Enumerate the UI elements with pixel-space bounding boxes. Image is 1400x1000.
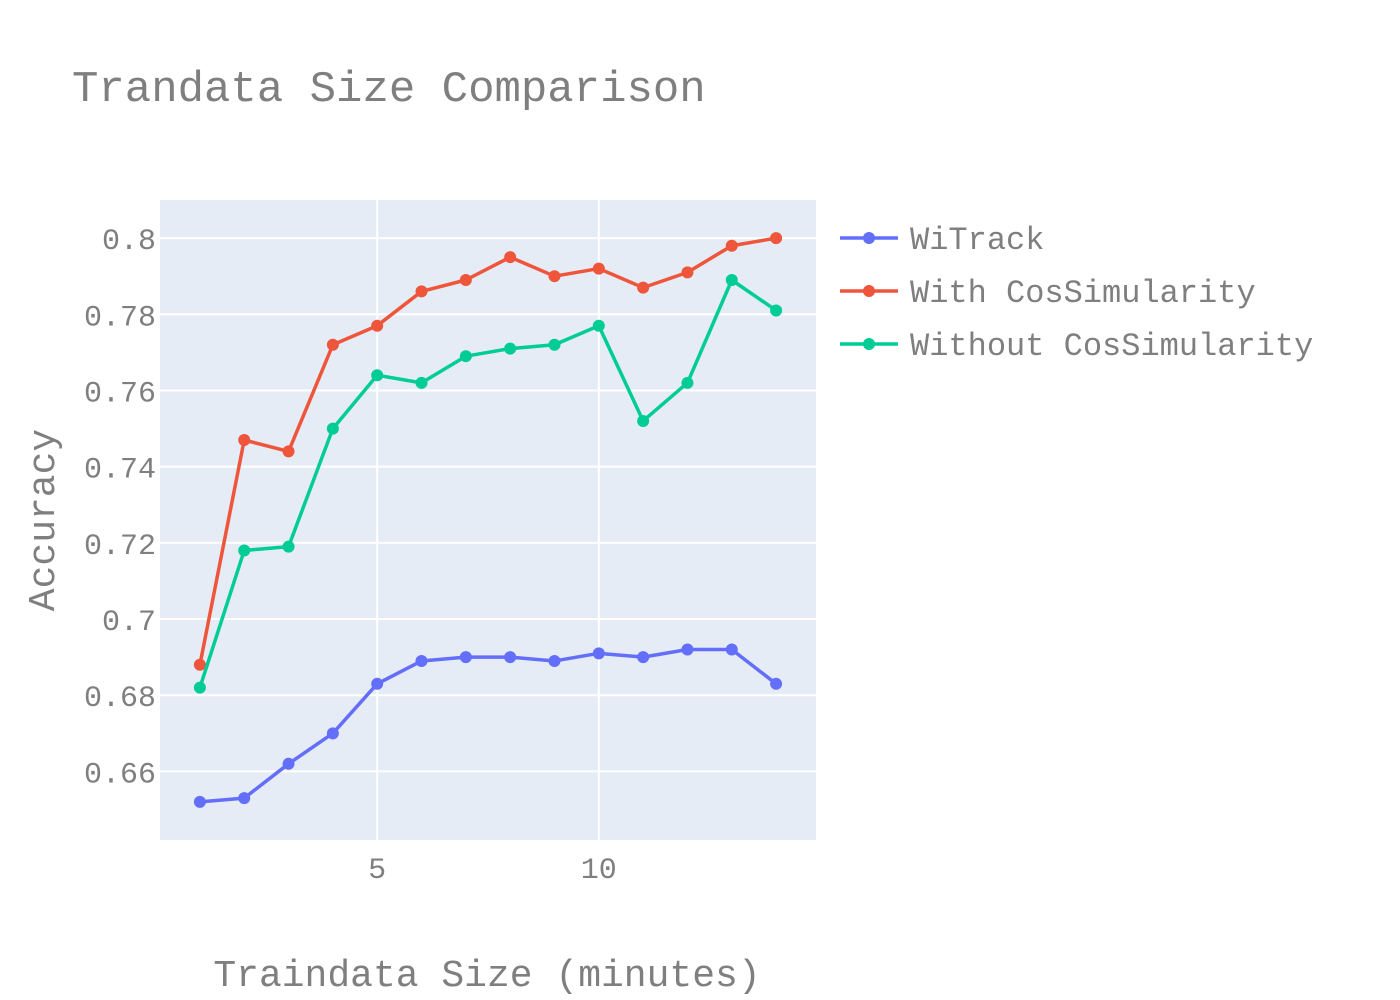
data-point — [770, 677, 783, 690]
series-0 — [193, 643, 783, 808]
legend-swatch-marker — [863, 338, 875, 350]
data-point — [770, 232, 783, 245]
data-point — [504, 251, 517, 264]
data-point — [415, 376, 428, 389]
data-point — [592, 319, 605, 332]
data-point — [459, 651, 472, 664]
data-point — [681, 376, 694, 389]
data-point — [193, 681, 206, 694]
x-axis-ticks: 5 10 — [368, 854, 617, 888]
y-axis-ticks: 0.66 0.68 0.7 0.72 0.74 0.76 0.78 0.8 — [84, 225, 156, 792]
data-point — [548, 270, 561, 283]
y-tick-label: 0.74 — [84, 454, 156, 488]
data-point — [637, 651, 650, 664]
data-point — [592, 262, 605, 275]
data-point — [637, 281, 650, 294]
data-point — [592, 647, 605, 660]
data-point — [504, 651, 517, 664]
data-point — [637, 414, 650, 427]
plot-area — [160, 200, 816, 840]
legend-label: WiTrack — [910, 222, 1044, 259]
legend-swatch-marker — [863, 285, 875, 297]
y-tick-label: 0.78 — [84, 301, 156, 335]
data-point — [415, 654, 428, 667]
series-line — [199, 647, 778, 804]
data-point — [770, 304, 783, 317]
data-point — [681, 266, 694, 279]
y-tick-label: 0.66 — [84, 758, 156, 792]
data-point — [371, 319, 384, 332]
data-point — [371, 677, 384, 690]
data-point — [681, 643, 694, 656]
x-tick-label: 5 — [368, 854, 386, 888]
legend-label: Without CosSimularity — [910, 328, 1313, 365]
data-point — [282, 445, 295, 458]
gridlines — [160, 200, 816, 840]
x-axis-label: Traindata Size (minutes) — [213, 955, 760, 998]
data-point — [459, 274, 472, 286]
series-2 — [193, 274, 783, 694]
y-tick-label: 0.7 — [102, 606, 156, 640]
data-point — [725, 643, 738, 656]
legend[interactable]: WiTrack With CosSimularity Without CosSimu… — [840, 222, 1313, 365]
series-lines — [193, 232, 783, 808]
series-1 — [193, 232, 783, 671]
data-point — [193, 795, 206, 808]
legend-swatch-marker — [863, 232, 875, 244]
data-point — [725, 239, 738, 252]
data-point — [238, 434, 251, 446]
legend-item[interactable]: WiTrack — [840, 222, 1044, 259]
data-point — [282, 757, 295, 770]
y-tick-label: 0.76 — [84, 377, 156, 411]
data-point — [326, 422, 339, 435]
data-point — [415, 285, 428, 298]
chart-title: Trandata Size Comparison — [72, 65, 706, 115]
data-point — [371, 369, 384, 382]
legend-label: With CosSimularity — [910, 275, 1256, 312]
x-tick-label: 10 — [581, 854, 617, 888]
data-point — [238, 544, 251, 557]
data-point — [459, 350, 472, 363]
series-line — [198, 278, 778, 689]
data-point — [326, 338, 339, 351]
y-axis-label: Accuracy — [23, 429, 66, 611]
data-point — [504, 342, 517, 355]
data-point — [326, 727, 339, 740]
data-point — [548, 654, 561, 667]
data-point — [725, 274, 738, 286]
legend-item[interactable]: With CosSimularity — [840, 275, 1256, 312]
data-point — [238, 792, 251, 805]
data-point — [193, 658, 206, 671]
data-point — [282, 540, 295, 553]
series-line — [198, 236, 777, 666]
y-tick-label: 0.8 — [102, 225, 156, 259]
y-tick-label: 0.68 — [84, 682, 156, 716]
data-point — [548, 338, 561, 351]
legend-item[interactable]: Without CosSimularity — [840, 328, 1313, 365]
y-tick-label: 0.72 — [84, 530, 156, 564]
